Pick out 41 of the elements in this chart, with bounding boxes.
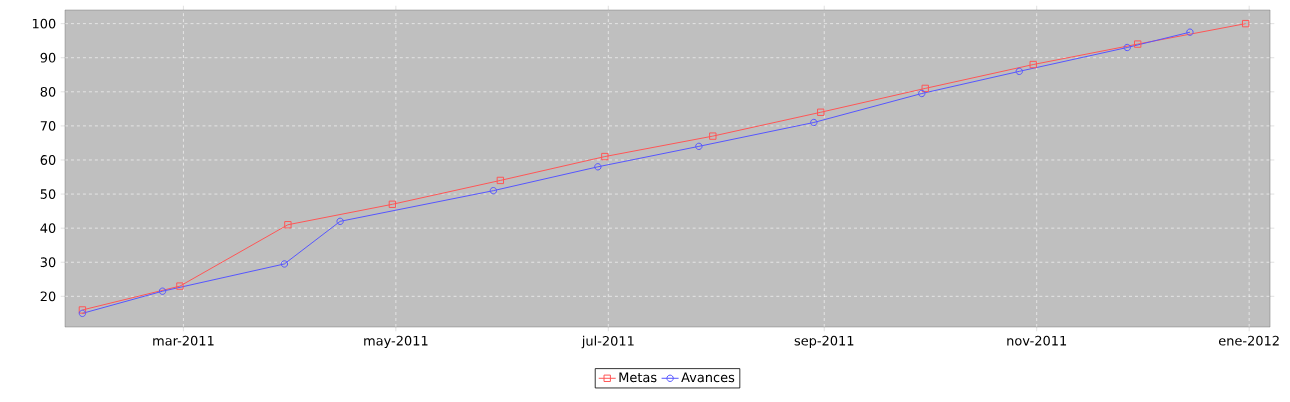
y-tick-label: 90: [40, 52, 56, 63]
point: [489, 186, 498, 195]
point: [594, 163, 602, 171]
point: [709, 132, 717, 140]
y-tick-label: 70: [40, 121, 56, 131]
point: [284, 221, 292, 229]
point: [918, 89, 926, 98]
point: [78, 309, 87, 318]
x-tick-label: may-2011: [364, 335, 428, 349]
point: [1015, 67, 1023, 76]
x-tick-label: mar-2011: [153, 335, 214, 346]
x-tick-label: jul-2011: [581, 335, 634, 349]
point: [1123, 43, 1131, 52]
point: [810, 118, 818, 127]
point: [496, 176, 505, 185]
point: [176, 282, 184, 290]
y-tick-label: 60: [40, 155, 56, 165]
point: [388, 200, 397, 208]
point: [695, 142, 703, 151]
legend-label: Metas: [619, 372, 657, 383]
x-tick-label: ene-2012: [1218, 335, 1279, 346]
y-tick-label: 40: [40, 223, 56, 234]
point: [336, 217, 344, 226]
point: [1241, 19, 1250, 28]
point: [601, 152, 609, 161]
x-tick-label: nov-2011: [1007, 335, 1067, 346]
y-tick-label: 30: [40, 257, 56, 268]
y-tick-label: 50: [40, 189, 56, 199]
y-tick-label: 20: [40, 291, 56, 302]
point: [1186, 28, 1194, 36]
point: [817, 108, 825, 116]
point: [1029, 60, 1037, 69]
point: [280, 260, 289, 268]
y-tick-label: 80: [40, 86, 56, 97]
y-tick-label: 100: [32, 18, 56, 29]
point: [78, 306, 87, 314]
point: [158, 287, 167, 295]
point: [1134, 40, 1142, 48]
point: [921, 84, 929, 93]
x-tick-label: sep-2011: [794, 335, 854, 349]
legend-label: Avances: [681, 372, 735, 383]
